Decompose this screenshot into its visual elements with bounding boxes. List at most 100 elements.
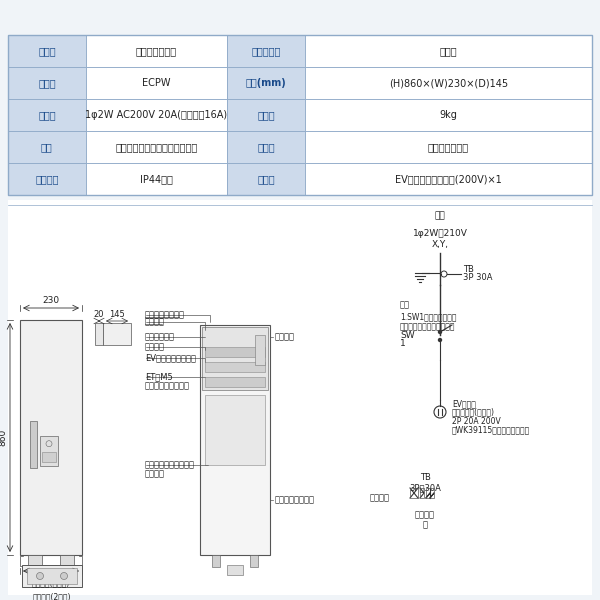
Text: キー: キー <box>41 142 53 152</box>
Bar <box>410 488 418 498</box>
Text: 電源　接: 電源 接 <box>415 511 435 520</box>
Text: 屋外用　壁掛型: 屋外用 壁掛型 <box>428 142 469 152</box>
Bar <box>255 335 265 365</box>
Bar <box>8 67 86 99</box>
Text: ET　M5: ET M5 <box>145 373 173 382</box>
Bar <box>8 35 86 67</box>
Bar <box>95 323 103 345</box>
Text: 1.SW1を入りにすると: 1.SW1を入りにすると <box>400 313 457 322</box>
Bar <box>227 163 305 195</box>
Bar <box>103 323 131 345</box>
Bar <box>305 163 592 195</box>
Bar <box>86 35 227 67</box>
Text: 電源スイッチ付: 電源スイッチ付 <box>136 46 177 56</box>
Bar <box>212 555 220 567</box>
Text: 1: 1 <box>400 340 406 349</box>
Bar <box>205 362 265 372</box>
Text: 保持金具: 保持金具 <box>275 332 295 341</box>
Text: 品　番: 品 番 <box>38 78 56 88</box>
Text: コントロールボックス: コントロールボックス <box>145 461 195 469</box>
Bar <box>305 67 592 99</box>
Text: ケース材質: ケース材質 <box>251 46 281 56</box>
Text: 平面ハンドル（ランダムキー）: 平面ハンドル（ランダムキー） <box>115 142 197 152</box>
Text: 地: 地 <box>422 520 427 529</box>
Text: タイプ: タイプ <box>38 46 56 56</box>
Bar <box>205 377 265 387</box>
Text: 860: 860 <box>0 429 7 446</box>
Text: 重　量: 重 量 <box>257 110 275 120</box>
Bar <box>28 555 42 565</box>
Text: 外部端子: 外部端子 <box>145 343 165 352</box>
Text: 外部端子: 外部端子 <box>370 493 390 503</box>
Circle shape <box>61 572 67 580</box>
Text: IP44準拠: IP44準拠 <box>140 174 173 184</box>
Text: 寸法(mm): 寸法(mm) <box>245 78 286 88</box>
Bar <box>202 327 268 390</box>
Circle shape <box>439 331 442 334</box>
Bar <box>426 488 434 498</box>
Text: 110: 110 <box>43 575 59 584</box>
Text: 動作: 動作 <box>400 301 410 310</box>
Text: ケーブル引掛金具: ケーブル引掛金具 <box>275 496 315 505</box>
Text: 保持金具: 保持金具 <box>145 469 165 479</box>
Bar <box>227 565 243 575</box>
Bar <box>42 452 56 462</box>
Bar <box>200 325 270 555</box>
Text: 水抜き穴(2箇所): 水抜き穴(2箇所) <box>33 592 71 600</box>
Bar <box>227 67 305 99</box>
Text: 鉱板製: 鉱板製 <box>440 46 457 56</box>
Text: キャビネットアース: キャビネットアース <box>145 382 190 391</box>
Text: 引掛金具(付属品): 引掛金具(付属品) <box>32 578 70 587</box>
Circle shape <box>439 338 442 341</box>
Text: TB: TB <box>463 265 474 275</box>
Bar <box>86 131 227 163</box>
Bar <box>250 555 258 567</box>
Text: EV充電用コンセント(200V)×1: EV充電用コンセント(200V)×1 <box>395 174 502 184</box>
Text: 9kg: 9kg <box>439 110 457 120</box>
Bar <box>60 555 74 565</box>
Text: SW: SW <box>400 331 415 340</box>
Text: 20: 20 <box>94 310 104 319</box>
Bar <box>227 35 305 67</box>
Text: ECPW: ECPW <box>142 78 170 88</box>
Bar <box>27 568 77 584</box>
Text: 3P　30A: 3P 30A <box>409 484 441 493</box>
Bar <box>205 395 265 465</box>
Bar <box>30 421 37 468</box>
Text: 左右側面引掛金具: 左右側面引掛金具 <box>145 311 185 319</box>
Bar <box>8 200 592 595</box>
Circle shape <box>37 572 44 580</box>
Text: 収納品: 収納品 <box>257 174 275 184</box>
Text: 230: 230 <box>43 296 59 305</box>
Bar <box>227 99 305 131</box>
Text: 1φ2W　210V: 1φ2W 210V <box>413 229 467 238</box>
Text: 保護等級: 保護等級 <box>35 174 59 184</box>
Text: 電源スイッチ: 電源スイッチ <box>145 332 175 341</box>
Bar <box>8 35 592 195</box>
Text: EV充電用コンセント: EV充電用コンセント <box>145 353 196 362</box>
Text: 電源: 電源 <box>434 211 445 220</box>
Text: 〈WK39115　パナソニック〉: 〈WK39115 パナソニック〉 <box>452 425 530 434</box>
Text: 145: 145 <box>109 310 125 319</box>
Text: 3P 30A: 3P 30A <box>463 274 493 283</box>
Bar <box>86 67 227 99</box>
Bar <box>8 131 86 163</box>
Text: TB: TB <box>419 473 430 482</box>
Bar <box>227 131 305 163</box>
Bar <box>22 565 82 587</box>
Text: (H)860×(W)230×(D)145: (H)860×(W)230×(D)145 <box>389 78 508 88</box>
Text: 1φ2W AC200V 20A(連続定格16A): 1φ2W AC200V 20A(連続定格16A) <box>85 110 227 120</box>
Bar <box>8 99 86 131</box>
Bar <box>420 488 424 498</box>
Bar <box>8 163 86 195</box>
Bar <box>305 131 592 163</box>
Text: 2P 20A 200V: 2P 20A 200V <box>452 416 501 425</box>
Text: 充電が可能となります。: 充電が可能となります。 <box>400 323 455 331</box>
Text: X,Y,: X,Y, <box>431 241 449 250</box>
Bar <box>305 99 592 131</box>
Bar <box>305 35 592 67</box>
Text: EV充電用: EV充電用 <box>452 400 476 409</box>
Bar <box>86 163 227 195</box>
Bar <box>20 320 82 555</box>
Text: 定　格: 定 格 <box>38 110 56 120</box>
